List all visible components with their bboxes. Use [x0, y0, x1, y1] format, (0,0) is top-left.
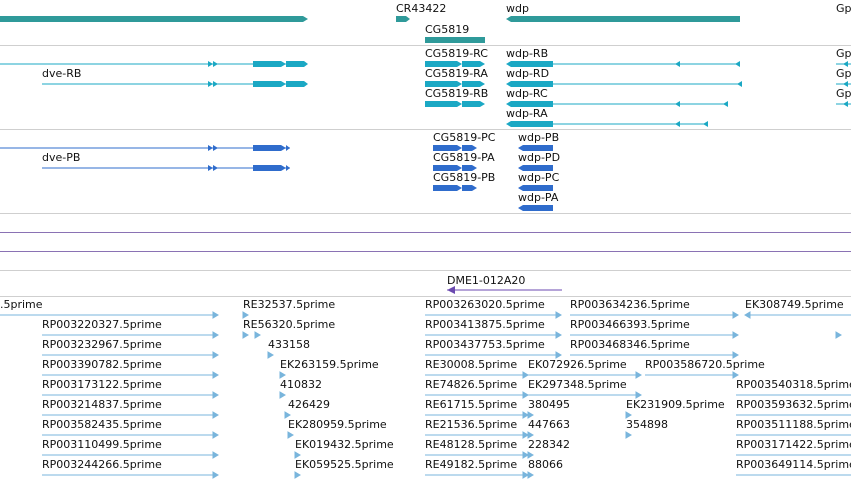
- est-label[interactable]: 426429: [288, 398, 330, 411]
- gene-glyph-cg5819[interactable]: [425, 37, 485, 43]
- track-line: [0, 251, 851, 252]
- est-label[interactable]: RP003466393.5prime: [570, 318, 690, 331]
- clone-label[interactable]: DME1-012A20: [447, 274, 526, 287]
- gene-glyph-left[interactable]: [0, 16, 308, 22]
- protein-glyph-dve-pb[interactable]: [42, 165, 290, 171]
- est-label[interactable]: RE30008.5prime: [425, 358, 518, 371]
- est-label[interactable]: RE48128.5prime: [425, 438, 518, 451]
- est-label[interactable]: EK019432.5prime: [295, 438, 394, 451]
- track-separator: [0, 296, 851, 297]
- est-label[interactable]: RP003582435.5prime: [42, 418, 162, 431]
- est-label[interactable]: RE61715.5prime: [425, 398, 518, 411]
- transcript-label-wdp-ra[interactable]: wdp-RA: [506, 107, 548, 120]
- est-label[interactable]: RP003263020.5prime: [425, 298, 545, 311]
- transcript-glyph-gp[interactable]: [836, 61, 851, 107]
- transcript-glyph-cg5819[interactable]: [425, 61, 485, 107]
- track-separator: [0, 213, 851, 214]
- transcript-label-dve-rb[interactable]: dve-RB: [42, 67, 82, 80]
- gene-label-wdp[interactable]: wdp: [506, 2, 529, 15]
- transcript-label-wdp-rb[interactable]: wdp-RB: [506, 47, 549, 60]
- transcript-label-gp[interactable]: Gp: [836, 67, 851, 80]
- transcript-label-cg5819-rb[interactable]: CG5819-RB: [425, 87, 489, 100]
- est-label[interactable]: RE32537.5prime: [243, 298, 336, 311]
- transcript-label-wdp-rd[interactable]: wdp-RD: [506, 67, 550, 80]
- protein-label-cg5819-pc[interactable]: CG5819-PC: [433, 131, 496, 144]
- track-separator: [0, 270, 851, 271]
- est-label[interactable]: 354898: [626, 418, 668, 431]
- est-label[interactable]: RP003511188.5prime: [736, 418, 851, 431]
- est-label[interactable]: EK059525.5prime: [295, 458, 394, 471]
- est-label[interactable]: RP003586720.5prime: [645, 358, 765, 371]
- gene-glyph-wdp[interactable]: [506, 16, 740, 22]
- est-glyphs[interactable]: [0, 311, 851, 479]
- est-label[interactable]: RE21536.5prime: [425, 418, 518, 431]
- est-label[interactable]: RE56320.5prime: [243, 318, 336, 331]
- est-label[interactable]: RP003171422.5prime: [736, 438, 851, 451]
- est-label[interactable]: 88066: [528, 458, 563, 471]
- gene-label-cr43422[interactable]: CR43422: [396, 2, 447, 15]
- protein-label-wdp-pd[interactable]: wdp-PD: [518, 151, 561, 164]
- track-line: [0, 232, 851, 233]
- transcript-glyph-dve-rb[interactable]: [42, 81, 308, 87]
- est-label[interactable]: 410832: [280, 378, 322, 391]
- est-label[interactable]: RP003214837.5prime: [42, 398, 162, 411]
- transcript-glyph-wdp[interactable]: [506, 61, 742, 127]
- gene-label-cg5819[interactable]: CG5819: [425, 23, 470, 36]
- est-label[interactable]: 380495: [528, 398, 570, 411]
- transcript-label-cg5819-rc[interactable]: CG5819-RC: [425, 47, 488, 60]
- est-label[interactable]: EK308749.5prime: [745, 298, 844, 311]
- est-label[interactable]: RP003540318.5prime: [736, 378, 851, 391]
- protein-label-cg5819-pb[interactable]: CG5819-PB: [433, 171, 496, 184]
- est-label[interactable]: RE49182.5prime: [425, 458, 518, 471]
- clone-glyph[interactable]: [447, 286, 562, 294]
- est-label[interactable]: RP003413875.5prime: [425, 318, 545, 331]
- gene-glyph-cr43422[interactable]: [396, 16, 410, 22]
- est-label[interactable]: RP003390782.5prime: [42, 358, 162, 371]
- est-label[interactable]: .5prime: [0, 298, 43, 311]
- est-label[interactable]: EK231909.5prime: [626, 398, 725, 411]
- est-label[interactable]: RP003593632.5prime: [736, 398, 851, 411]
- transcript-label-wdp-rc[interactable]: wdp-RC: [506, 87, 548, 100]
- est-label[interactable]: RP003232967.5prime: [42, 338, 162, 351]
- protein-label-dve-pb[interactable]: dve-PB: [42, 151, 81, 164]
- est-label[interactable]: EK297348.5prime: [528, 378, 627, 391]
- transcript-label-gp[interactable]: Gp: [836, 87, 851, 100]
- est-label[interactable]: EK072926.5prime: [528, 358, 627, 371]
- est-label[interactable]: RE74826.5prime: [425, 378, 518, 391]
- est-label[interactable]: EK263159.5prime: [280, 358, 379, 371]
- est-label[interactable]: RP003110499.5prime: [42, 438, 162, 451]
- transcript-label-cg5819-ra[interactable]: CG5819-RA: [425, 67, 488, 80]
- est-label[interactable]: 447663: [528, 418, 570, 431]
- est-label[interactable]: RP003468346.5prime: [570, 338, 690, 351]
- est-label[interactable]: EK280959.5prime: [288, 418, 387, 431]
- est-label[interactable]: RP003649114.5prime: [736, 458, 851, 471]
- protein-label-wdp-pb[interactable]: wdp-PB: [518, 131, 560, 144]
- protein-glyph-left[interactable]: [0, 145, 290, 151]
- protein-glyph-cg5819[interactable]: [433, 145, 477, 191]
- est-label[interactable]: RP003244266.5prime: [42, 458, 162, 471]
- est-label[interactable]: RP003634236.5prime: [570, 298, 690, 311]
- est-label[interactable]: RP003437753.5prime: [425, 338, 545, 351]
- est-label[interactable]: RP003220327.5prime: [42, 318, 162, 331]
- est-label[interactable]: RP003173122.5prime: [42, 378, 162, 391]
- protein-label-wdp-pc[interactable]: wdp-PC: [518, 171, 560, 184]
- protein-label-wdp-pa[interactable]: wdp-PA: [518, 191, 559, 204]
- gene-label-gp[interactable]: Gp: [836, 2, 851, 15]
- transcript-label-gp[interactable]: Gp: [836, 47, 851, 60]
- protein-label-cg5819-pa[interactable]: CG5819-PA: [433, 151, 495, 164]
- protein-glyph-wdp[interactable]: [518, 145, 553, 211]
- est-label[interactable]: 228342: [528, 438, 570, 451]
- transcript-glyph-left[interactable]: [0, 61, 308, 67]
- est-label[interactable]: 433158: [268, 338, 310, 351]
- track-separator: [0, 45, 851, 46]
- track-separator: [0, 129, 851, 130]
